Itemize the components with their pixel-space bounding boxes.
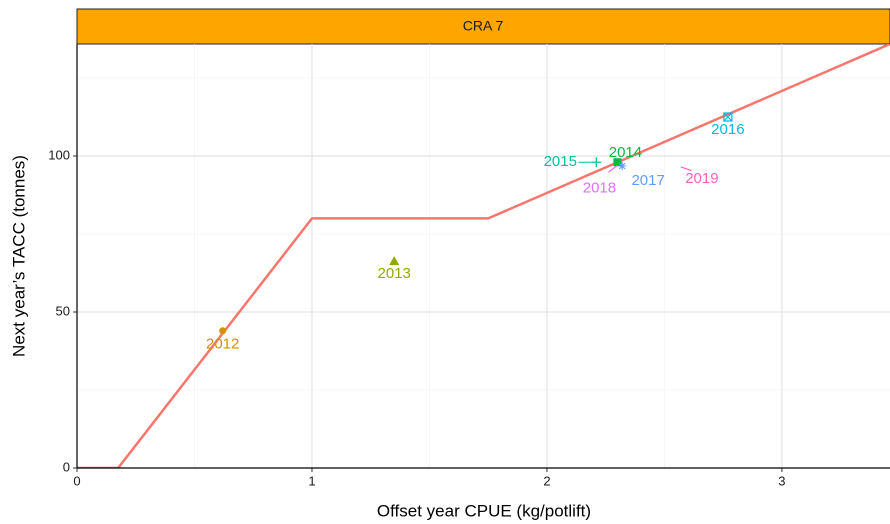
point xyxy=(608,164,618,173)
point-label: 2018 xyxy=(583,179,616,196)
point xyxy=(613,158,622,167)
point-label: 2017 xyxy=(631,172,664,189)
point xyxy=(680,166,692,172)
x-tick-label: 1 xyxy=(308,473,315,488)
x-axis-title: Offset year CPUE (kg/potlift) xyxy=(377,501,591,520)
y-axis-title: Next year’s TACC (tonnes) xyxy=(9,155,28,357)
y-tick-label: 0 xyxy=(63,459,70,474)
x-tick-label: 2 xyxy=(543,473,550,488)
point-label: 2019 xyxy=(685,170,718,187)
x-tick-label: 3 xyxy=(778,473,785,488)
y-tick-label: 50 xyxy=(56,303,70,318)
strip xyxy=(76,8,890,45)
point-label: 2012 xyxy=(206,336,239,353)
point xyxy=(389,256,400,266)
rule-line xyxy=(77,44,890,468)
strip-title: CRA 7 xyxy=(463,18,504,34)
point xyxy=(723,112,733,122)
point-label: 2014 xyxy=(609,144,642,161)
point-label: 2016 xyxy=(711,121,744,138)
point xyxy=(591,157,602,168)
x-tick-label: 0 xyxy=(73,473,80,488)
point-label: 2013 xyxy=(378,265,411,282)
panel xyxy=(77,44,890,468)
point-label: 2015 xyxy=(544,153,577,170)
point xyxy=(219,327,227,335)
point xyxy=(618,161,627,170)
y-tick-label: 100 xyxy=(48,147,70,162)
